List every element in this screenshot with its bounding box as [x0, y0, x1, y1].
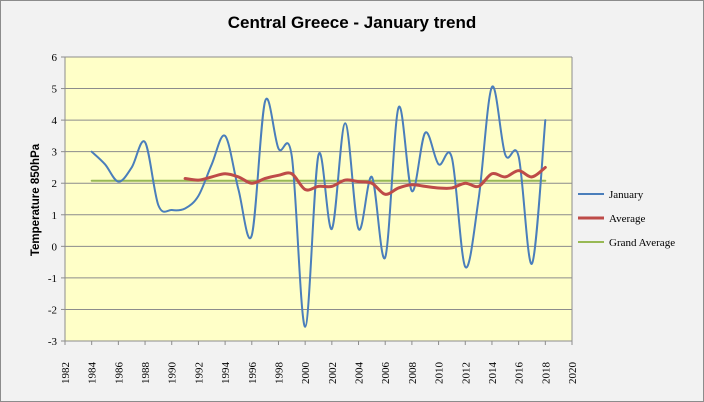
y-tick-label: 3 — [52, 147, 58, 159]
x-tick-label: 1992 — [193, 362, 205, 384]
x-tick-label: 1982 — [60, 362, 72, 384]
x-tick-label: 1984 — [87, 362, 99, 385]
x-tick-label: 1998 — [273, 362, 285, 385]
y-tick-label: 2 — [52, 178, 58, 190]
x-tick-label: 2004 — [354, 362, 366, 385]
x-tick-label: 2008 — [407, 362, 419, 385]
x-tick-label: 2018 — [540, 362, 552, 385]
x-tick-label: 2012 — [460, 362, 472, 384]
y-tick-label: 1 — [52, 210, 58, 222]
x-tick-label: 2010 — [434, 362, 446, 385]
series-line-average — [183, 165, 547, 196]
x-tick-label: 2002 — [327, 362, 339, 384]
x-tick-label: 1988 — [140, 362, 152, 385]
legend-label: January — [609, 189, 644, 201]
y-tick-label: 5 — [52, 84, 58, 96]
y-tick-label: -3 — [48, 336, 58, 348]
x-tick-labels: 1982 1984 1986 1988 1990 1992 1994 1996 1998 2000… — [60, 362, 579, 385]
chart-title: Central Greece - January trend — [227, 13, 477, 32]
x-tick-label: 1986 — [113, 362, 125, 385]
x-tick-label: 2016 — [514, 362, 526, 385]
x-tick-label: 1994 — [220, 362, 232, 385]
axes — [64, 57, 573, 345]
y-tick-label: 0 — [52, 241, 58, 253]
x-tick-label: 2014 — [487, 362, 499, 385]
x-tick-label: 1996 — [247, 362, 259, 385]
y-tick-label: -2 — [48, 304, 57, 316]
x-tick-label: 2020 — [567, 362, 579, 385]
x-tick-label: 2006 — [380, 362, 392, 385]
legend-label: Average — [609, 213, 646, 225]
y-tick-label: 6 — [52, 52, 58, 64]
series-line-january — [90, 85, 547, 328]
y-tick-label: -1 — [48, 273, 57, 285]
plot-area — [65, 57, 572, 341]
series-lines — [90, 85, 547, 328]
legend-label: Grand Average — [609, 237, 675, 249]
x-tick-label: 1990 — [167, 362, 179, 385]
y-tick-label: 4 — [52, 115, 58, 127]
y-tick-labels: -3 -2 -1 0 1 2 3 4 5 6 — [48, 52, 58, 348]
legend: January Average Grand Average — [578, 189, 675, 249]
x-tick-label: 2000 — [300, 362, 312, 385]
